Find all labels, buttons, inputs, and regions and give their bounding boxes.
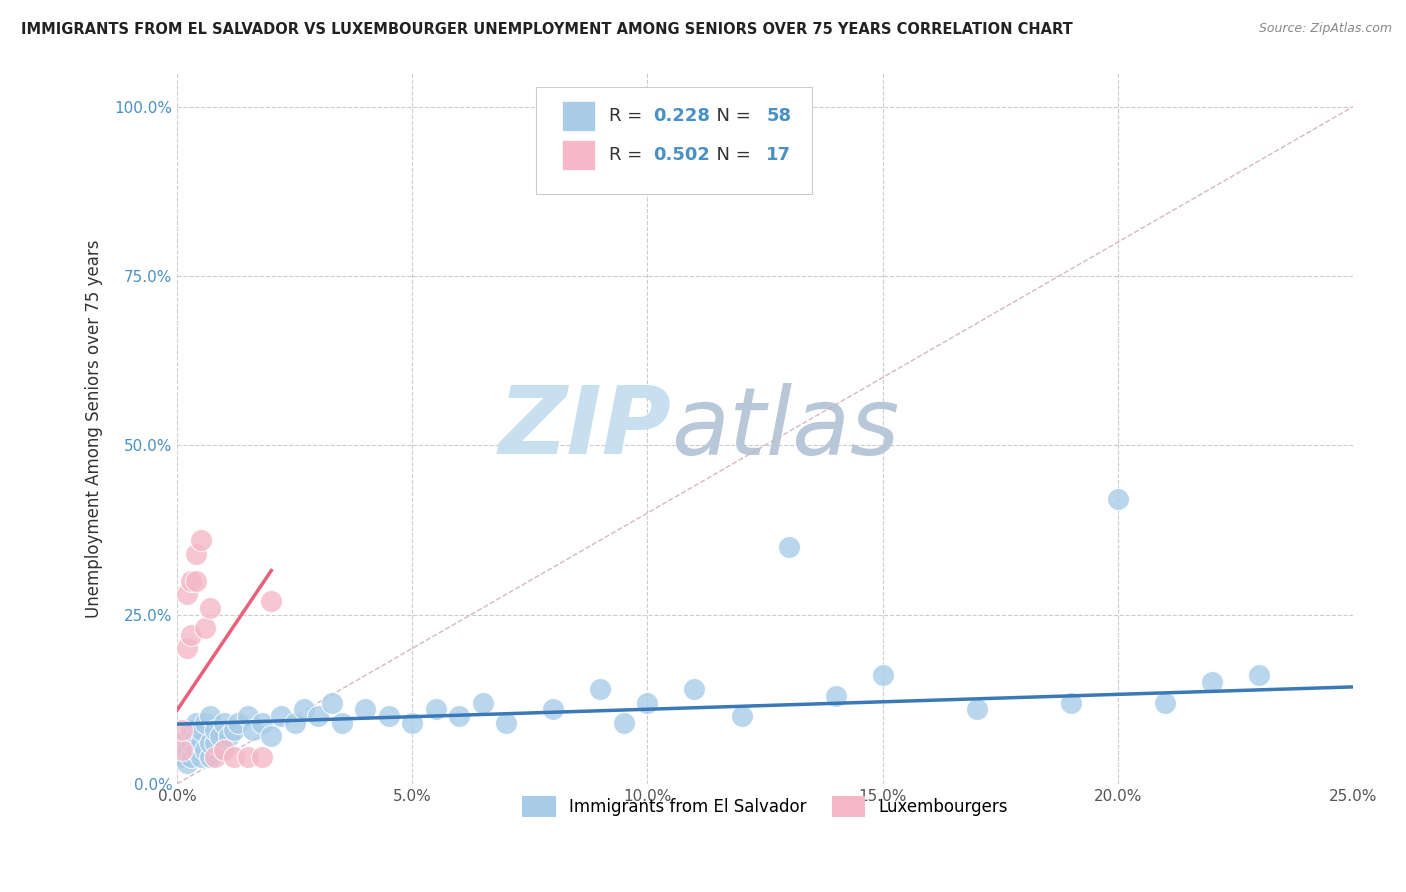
FancyBboxPatch shape [536,87,813,194]
Y-axis label: Unemployment Among Seniors over 75 years: Unemployment Among Seniors over 75 years [86,239,103,617]
Text: N =: N = [704,107,756,125]
Point [637,696,659,710]
Point [236,709,259,723]
Point [260,594,283,608]
Point [471,696,494,710]
Point [170,743,193,757]
Point [214,715,236,730]
Point [204,749,226,764]
Point [330,715,353,730]
Point [222,723,245,737]
Point [176,756,198,771]
Point [242,723,264,737]
Point [184,574,207,588]
Point [208,730,231,744]
Point [190,533,212,547]
Point [872,668,894,682]
Point [250,749,273,764]
Point [236,749,259,764]
Point [1247,668,1270,682]
Point [425,702,447,716]
Point [1107,492,1129,507]
Point [589,681,612,696]
Text: IMMIGRANTS FROM EL SALVADOR VS LUXEMBOURGER UNEMPLOYMENT AMONG SENIORS OVER 75 Y: IMMIGRANTS FROM EL SALVADOR VS LUXEMBOUR… [21,22,1073,37]
Text: atlas: atlas [671,383,900,474]
Point [449,709,471,723]
Point [170,749,193,764]
Point [176,641,198,656]
Point [214,743,236,757]
Point [204,723,226,737]
Point [204,736,226,750]
Point [378,709,401,723]
Text: 58: 58 [766,107,792,125]
Point [401,715,423,730]
Point [194,715,217,730]
Point [184,547,207,561]
Text: 0.228: 0.228 [654,107,710,125]
Point [543,702,565,716]
Point [184,715,207,730]
Point [198,736,221,750]
Text: Source: ZipAtlas.com: Source: ZipAtlas.com [1258,22,1392,36]
Point [180,736,202,750]
Point [495,715,517,730]
Point [198,709,221,723]
FancyBboxPatch shape [561,101,595,130]
Point [214,743,236,757]
Text: 17: 17 [766,145,792,164]
Point [292,702,315,716]
Point [321,696,343,710]
Point [1059,696,1081,710]
Text: R =: R = [609,145,648,164]
Point [180,628,202,642]
Point [222,749,245,764]
Point [1153,696,1175,710]
Point [180,723,202,737]
Point [190,749,212,764]
Point [184,730,207,744]
Point [194,621,217,635]
Point [218,730,240,744]
Point [198,600,221,615]
Point [966,702,988,716]
Text: N =: N = [704,145,756,164]
Point [176,587,198,601]
FancyBboxPatch shape [561,140,595,169]
Point [190,723,212,737]
Point [270,709,292,723]
Point [307,709,329,723]
Point [170,736,193,750]
Point [730,709,752,723]
Text: R =: R = [609,107,648,125]
Point [613,715,636,730]
Point [180,574,202,588]
Text: ZIP: ZIP [498,383,671,475]
Point [778,540,800,554]
Point [180,749,202,764]
Point [184,743,207,757]
Point [198,749,221,764]
Point [284,715,307,730]
Point [170,723,193,737]
Point [190,736,212,750]
Point [176,743,198,757]
Legend: Immigrants from El Salvador, Luxembourgers: Immigrants from El Salvador, Luxembourge… [515,789,1017,825]
Text: 0.502: 0.502 [654,145,710,164]
Point [824,689,846,703]
Point [194,743,217,757]
Point [1201,675,1223,690]
Point [354,702,377,716]
Point [228,715,250,730]
Point [683,681,706,696]
Point [260,730,283,744]
Point [250,715,273,730]
